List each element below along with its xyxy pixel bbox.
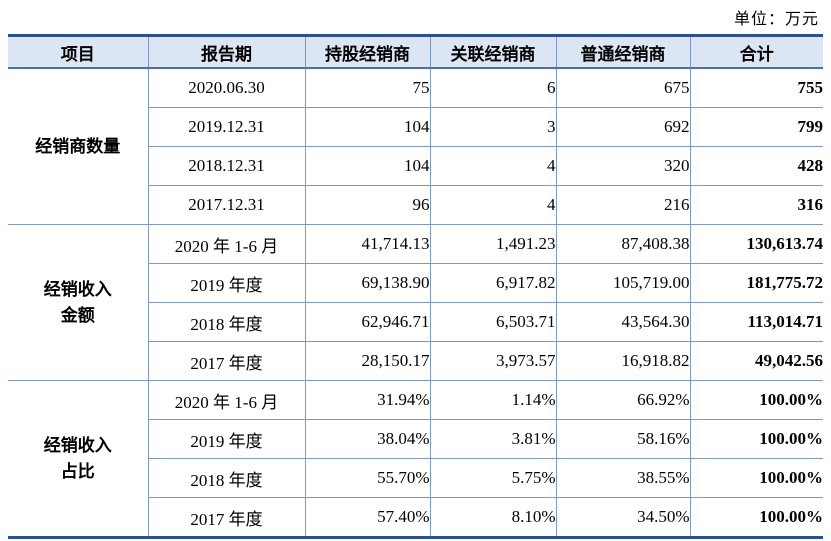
- value-cell: 4: [429, 185, 556, 225]
- value-cell: 38.55%: [555, 458, 690, 498]
- total-cell: 113,014.71: [689, 302, 823, 342]
- period-cell: 2019 年度: [147, 263, 305, 303]
- value-cell: 58.16%: [555, 419, 690, 459]
- total-cell: 49,042.56: [689, 341, 823, 381]
- header-related-distributors: 关联经销商: [429, 35, 556, 69]
- total-cell: 181,775.72: [689, 263, 823, 303]
- header-shareholding-distributors: 持股经销商: [304, 35, 430, 69]
- value-cell: 104: [304, 107, 430, 147]
- value-cell: 3,973.57: [429, 341, 556, 381]
- value-cell: 675: [555, 67, 690, 108]
- value-cell: 34.50%: [555, 497, 690, 538]
- value-cell: 31.94%: [304, 380, 430, 420]
- value-cell: 57.40%: [304, 497, 430, 538]
- value-cell: 3: [429, 107, 556, 147]
- header-item: 项目: [8, 35, 148, 69]
- value-cell: 87,408.38: [555, 224, 690, 264]
- total-cell: 316: [689, 185, 823, 225]
- value-cell: 216: [555, 185, 690, 225]
- value-cell: 4: [429, 146, 556, 186]
- header-total: 合计: [689, 35, 823, 69]
- group-label-revenue-amount: 经销收入 金额: [8, 224, 148, 381]
- value-cell: 5.75%: [429, 458, 556, 498]
- period-cell: 2018.12.31: [147, 146, 305, 186]
- table-row: 经销收入 金额 2020 年 1-6 月 41,714.13 1,491.23 …: [8, 224, 823, 381]
- table-row: 2017 年度 57.40% 8.10% 34.50% 100.00%: [8, 497, 823, 538]
- value-cell: 104: [304, 146, 430, 186]
- table-row: 经销商数量 2020.06.30 75 6 675 755: [8, 67, 823, 225]
- value-cell: 43,564.30: [555, 302, 690, 342]
- period-cell: 2017 年度: [147, 497, 305, 538]
- table-row: 2018 年度 55.70% 5.75% 38.55% 100.00%: [8, 458, 823, 498]
- value-cell: 3.81%: [429, 419, 556, 459]
- value-cell: 66.92%: [555, 380, 690, 420]
- total-cell: 130,613.74: [689, 224, 823, 264]
- value-cell: 41,714.13: [304, 224, 430, 264]
- value-cell: 6: [429, 67, 556, 108]
- period-cell: 2017.12.31: [147, 185, 305, 225]
- value-cell: 55.70%: [304, 458, 430, 498]
- value-cell: 69,138.90: [304, 263, 430, 303]
- table-header: 项目 报告期 持股经销商 关联经销商 普通经销商 合计: [8, 35, 823, 69]
- table-row: 2019 年度 69,138.90 6,917.82 105,719.00 18…: [8, 263, 823, 303]
- value-cell: 38.04%: [304, 419, 430, 459]
- table-body: 经销商数量 2020.06.30 75 6 675 755 2019.12.31…: [8, 67, 823, 538]
- table-row: 2018 年度 62,946.71 6,503.71 43,564.30 113…: [8, 302, 823, 342]
- table-row: 2019 年度 38.04% 3.81% 58.16% 100.00%: [8, 419, 823, 459]
- period-cell: 2017 年度: [147, 341, 305, 381]
- period-cell: 2019 年度: [147, 419, 305, 459]
- value-cell: 692: [555, 107, 690, 147]
- table-row: 2019.12.31 104 3 692 799: [8, 107, 823, 147]
- header-ordinary-distributors: 普通经销商: [555, 35, 690, 69]
- group-label-revenue-share: 经销收入 占比: [8, 380, 148, 538]
- table-row: 2017 年度 28,150.17 3,973.57 16,918.82 49,…: [8, 341, 823, 381]
- value-cell: 6,917.82: [429, 263, 556, 303]
- header-row: 项目 报告期 持股经销商 关联经销商 普通经销商 合计: [8, 35, 823, 69]
- total-cell: 428: [689, 146, 823, 186]
- value-cell: 62,946.71: [304, 302, 430, 342]
- value-cell: 16,918.82: [555, 341, 690, 381]
- period-cell: 2019.12.31: [147, 107, 305, 147]
- value-cell: 1,491.23: [429, 224, 556, 264]
- value-cell: 28,150.17: [304, 341, 430, 381]
- period-cell: 2020 年 1-6 月: [147, 380, 305, 420]
- total-cell: 100.00%: [689, 380, 823, 420]
- period-cell: 2020.06.30: [147, 67, 305, 108]
- total-cell: 100.00%: [689, 497, 823, 538]
- unit-label: 单位：万元: [733, 11, 819, 28]
- value-cell: 96: [304, 185, 430, 225]
- value-cell: 1.14%: [429, 380, 556, 420]
- table-row: 经销收入 占比 2020 年 1-6 月 31.94% 1.14% 66.92%…: [8, 380, 823, 538]
- value-cell: 75: [304, 67, 430, 108]
- total-cell: 799: [689, 107, 823, 147]
- period-cell: 2018 年度: [147, 302, 305, 342]
- total-cell: 100.00%: [689, 458, 823, 498]
- group-label-distributor-count: 经销商数量: [8, 67, 148, 225]
- period-cell: 2018 年度: [147, 458, 305, 498]
- total-cell: 100.00%: [689, 419, 823, 459]
- header-reporting-period: 报告期: [147, 35, 305, 69]
- distributor-table: 项目 报告期 持股经销商 关联经销商 普通经销商 合计 经销商数量 2020.0…: [8, 34, 823, 539]
- table-row: 2018.12.31 104 4 320 428: [8, 146, 823, 186]
- total-cell: 755: [689, 67, 823, 108]
- value-cell: 8.10%: [429, 497, 556, 538]
- period-cell: 2020 年 1-6 月: [147, 224, 305, 264]
- value-cell: 6,503.71: [429, 302, 556, 342]
- value-cell: 105,719.00: [555, 263, 690, 303]
- value-cell: 320: [555, 146, 690, 186]
- table-row: 2017.12.31 96 4 216 316: [8, 185, 823, 225]
